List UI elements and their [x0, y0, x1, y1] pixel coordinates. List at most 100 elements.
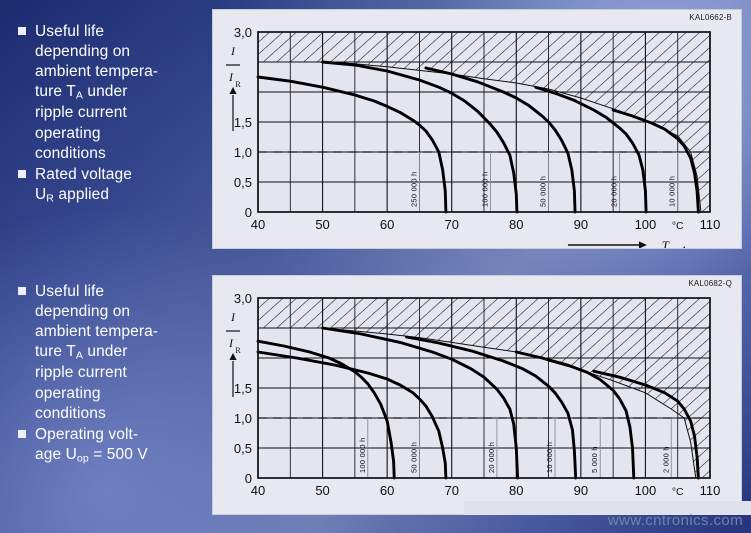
watermark-strip: [464, 501, 751, 515]
bullet-line: ture T: [35, 83, 76, 101]
y-tick-label: 0: [245, 471, 252, 486]
curve-label: 10 000 h: [668, 176, 677, 207]
chart-plot-area-top: 250 000 h 100 000 h 50 000 h 20 000 h 10 000…: [213, 10, 741, 248]
bullet-line: ambient tempera-: [35, 63, 159, 81]
x-tick-label: 100: [635, 483, 657, 498]
bullet-line: age U: [35, 446, 77, 463]
y-tick-label: 0: [245, 205, 252, 220]
bullet-line: depending on: [35, 303, 131, 321]
y-tick-label: 1,5: [234, 381, 252, 396]
curve-50000h: [256, 350, 448, 480]
curve-10000h: [611, 108, 700, 214]
curve-20000h: [321, 326, 520, 480]
bullet-item-useful-life-1: Useful life depending on ambient tempera…: [18, 22, 208, 164]
watermark-text: www.cntronics.com: [607, 512, 743, 529]
x-tick-label: 110: [700, 483, 721, 498]
chart-plot-area-bottom: 100 000 h 50 000 h 20 000 h 10 000 h 5 000 h…: [213, 276, 741, 514]
bullet-line: operating: [35, 384, 101, 402]
bullet-line: U: [35, 186, 47, 203]
curve-label: 20 000 h: [487, 442, 496, 473]
bullet-line: Rated voltage: [35, 165, 132, 183]
curve-100000h: [321, 60, 519, 214]
curve-label: 250 000 h: [409, 171, 418, 207]
y-tick-label: 1,0: [234, 411, 252, 426]
bullet-line: Useful life: [35, 283, 105, 300]
x-tick-label: 90: [574, 483, 588, 498]
text-block-operating-voltage: Useful life depending on ambient tempera…: [18, 282, 208, 467]
x-axis-unit: °C: [672, 486, 684, 498]
bullet-item-operating-voltage: Operating volt- age Uop = 500 V: [18, 425, 208, 466]
curve-label: 50 000 h: [539, 176, 548, 207]
x-tick-label: 60: [380, 483, 394, 498]
y-tick-label: 0,5: [234, 175, 252, 190]
curve-2000h: [592, 369, 700, 480]
bullet-line: under: [82, 343, 128, 361]
curve-label: 2 000 h: [661, 446, 670, 473]
curve-5000h: [514, 350, 636, 480]
x-axis-title-subscript: A: [681, 245, 688, 248]
x-tick-label: 70: [444, 217, 458, 232]
curve-50000h: [424, 66, 577, 214]
chart-code-label: KAL0662-B: [689, 13, 732, 22]
y-axis-title-subscript: R: [235, 80, 241, 89]
bullet-line: ripple current: [35, 364, 127, 382]
subscript-op: op: [76, 452, 89, 465]
curve-label: 100 000 h: [358, 437, 367, 473]
x-tick-label: 70: [444, 483, 458, 498]
x-tick-label: 80: [509, 217, 523, 232]
x-axis-unit: °C: [672, 220, 684, 232]
bullet-line: ambient tempera-: [35, 323, 159, 341]
curve-label: 100 000 h: [480, 171, 489, 207]
subscript-a: A: [75, 349, 83, 362]
x-tick-label: 40: [251, 483, 265, 498]
y-tick-label: 1,5: [234, 115, 252, 130]
bullet-line: applied: [54, 186, 110, 203]
bullet-line: depending on: [35, 43, 131, 61]
curve-10000h: [405, 335, 578, 480]
chart-code-label: KAL0682-Q: [688, 279, 732, 288]
x-tick-label: 90: [574, 217, 588, 232]
x-tick-label: 40: [251, 217, 265, 232]
x-tick-label: 50: [315, 217, 329, 232]
x-tick-label: 80: [509, 483, 523, 498]
bullet-line: Useful life: [35, 23, 105, 40]
y-tick-label: 0,5: [234, 441, 252, 456]
subscript-a: A: [75, 89, 83, 102]
y-axis-title-denominator: I: [228, 70, 234, 84]
curve-label: 20 000 h: [610, 176, 619, 207]
x-tick-label: 100: [635, 217, 657, 232]
curve-label: 5 000 h: [590, 446, 599, 473]
y-axis-title-subscript: R: [235, 346, 241, 355]
x-tick-label: 50: [315, 483, 329, 498]
x-axis-title: T: [662, 238, 670, 248]
curve-250000h: [256, 75, 448, 214]
bullet-line: operating: [35, 124, 101, 142]
y-tick-label: 1,0: [234, 145, 252, 160]
x-tick-label: 60: [380, 217, 394, 232]
chart-panel-rated-voltage: KAL0662-B 250 000 h 100 000 h 50 000 h 20 0…: [212, 9, 742, 249]
curve-20000h: [534, 85, 648, 214]
x-tick-label: 110: [700, 217, 721, 232]
curve-label: 10 000 h: [545, 442, 554, 473]
text-block-rated-voltage: Useful life depending on ambient tempera…: [18, 22, 208, 207]
bullet-square-icon: [18, 429, 26, 438]
chart-panel-operating-voltage: KAL0682-Q 100 000 h 50 000 h 20 000 h 10 00…: [212, 275, 742, 515]
y-tick-label: 3,0: [234, 291, 252, 306]
bullet-line: Operating volt-: [35, 425, 139, 443]
y-axis-title-numerator: I: [230, 44, 236, 58]
bullet-line: ripple current: [35, 104, 127, 122]
y-tick-label: 3,0: [234, 25, 252, 40]
bullet-square-icon: [18, 27, 26, 35]
y-axis-title-numerator: I: [230, 310, 236, 324]
bullet-item-rated-voltage: Rated voltage UR applied: [18, 165, 208, 206]
curve-100000h: [256, 339, 396, 480]
bullet-line: ture T: [35, 343, 76, 361]
subscript-r: R: [46, 192, 55, 205]
curve-label: 50 000 h: [409, 442, 418, 473]
bullet-line: = 500 V: [88, 446, 148, 463]
bullet-square-icon: [18, 287, 26, 295]
y-axis-title-denominator: I: [228, 336, 234, 350]
bullet-square-icon: [18, 169, 26, 178]
bullet-line: conditions: [35, 404, 106, 422]
